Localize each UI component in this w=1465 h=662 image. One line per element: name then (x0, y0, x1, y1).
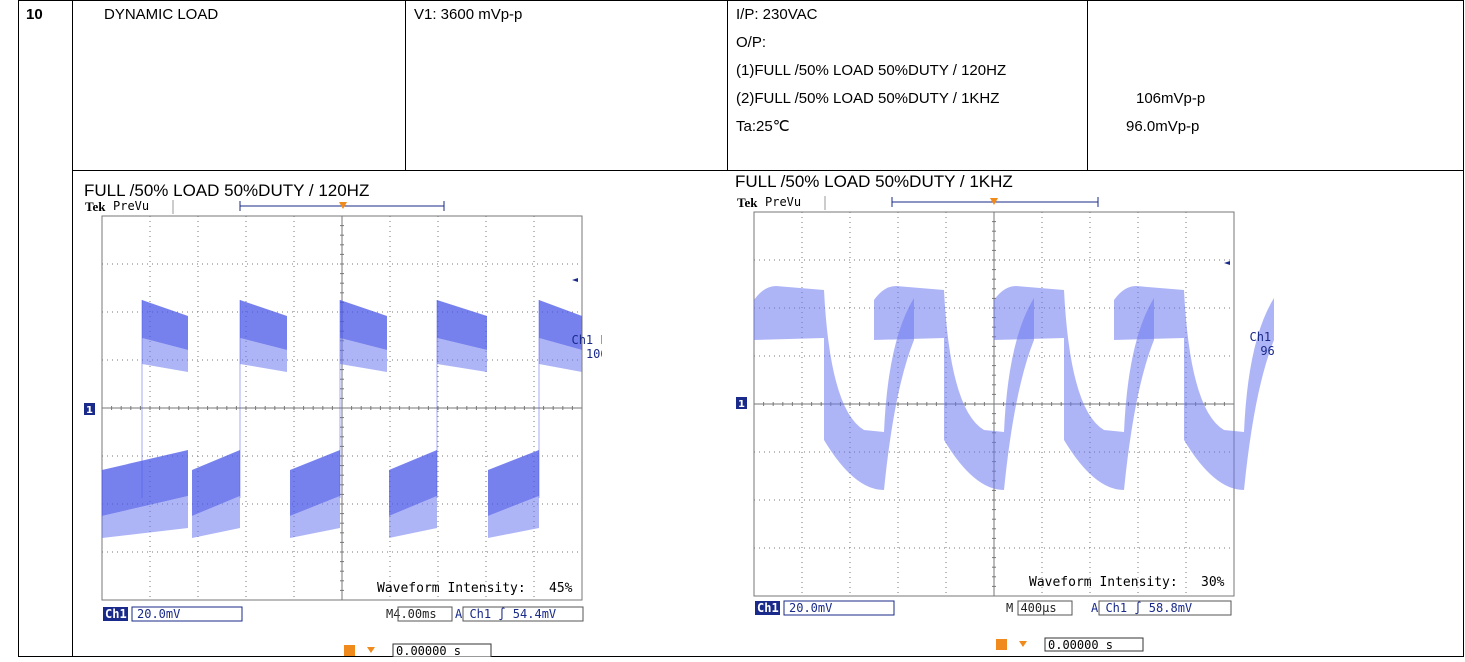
col-divider-4 (1087, 0, 1088, 170)
channel-scale: 20.0mV (137, 607, 180, 621)
conditions: I/P: 230VAC O/P: (1)FULL /50% LOAD 50%DU… (736, 4, 1081, 144)
condition-line: (2)FULL /50% LOAD 50%DUTY / 1KHZ (736, 90, 1000, 107)
intensity-text: Waveform Intensity: (377, 581, 526, 596)
channel-1-marker-icon: 1 (736, 397, 747, 410)
col-divider-2 (405, 0, 406, 170)
waveform-trace (102, 300, 582, 538)
trigger-info: A Ch1 ∫ 54.4mV (455, 607, 556, 621)
ref-arrow-icon (572, 278, 578, 282)
timebase: M4.00ms (386, 607, 437, 621)
mode-label: PreVu (765, 195, 801, 209)
spec: V1: 3600 mVp-p (414, 6, 523, 23)
scope-capture: Tek PreVu T 1 Ch1 Pk−Pk 106mV Waveform I… (82, 198, 637, 658)
row-divider (72, 170, 1464, 171)
intensity-value: 45% (549, 581, 573, 596)
waveform-trace (754, 286, 1274, 490)
channel-1-marker-icon: 1 (84, 403, 95, 416)
svg-text:0.00000 s: 0.00000 s (396, 644, 461, 657)
channel-label: Ch1 (105, 607, 127, 621)
col-divider-1 (72, 0, 73, 657)
svg-text:1: 1 (86, 405, 93, 416)
timebase: M 400μs (1006, 601, 1057, 615)
scope-screen: Tek PreVu T 1 Ch1 Pk−Pk 96.0mV Waveform … (736, 195, 1315, 652)
channel-scale: 20.0mV (789, 601, 832, 615)
meas-label: Ch1 Pk−Pk (1249, 330, 1274, 344)
condition-line: O/P: (736, 34, 767, 51)
meas-label: Ch1 Pk−Pk (571, 333, 602, 347)
condition-line: Ta:25℃ (736, 118, 790, 135)
trigger-info: A Ch1 ∫ 58.8mV (1091, 601, 1192, 615)
svg-text:0.00000 s: 0.00000 s (1048, 638, 1113, 652)
condition-line: (1)FULL /50% LOAD 50%DUTY / 120HZ (736, 62, 1007, 79)
ref-arrow-icon (1224, 261, 1230, 265)
row-number: 10 (26, 6, 43, 23)
mode-label: PreVu (113, 199, 149, 213)
scope-title: FULL /50% LOAD 50%DUTY / 1KHZ (735, 172, 1013, 191)
scope-title: FULL /50% LOAD 50%DUTY / 120HZ (84, 181, 370, 200)
condition-line: I/P: 230VAC (736, 6, 818, 23)
scope-screen: Tek PreVu T 1 Ch1 Pk−Pk 106mV Waveform I… (84, 199, 637, 658)
result-1: 106mVp-p (1136, 90, 1206, 107)
channel-label: Ch1 (757, 601, 779, 615)
brand-label: Tek (85, 199, 106, 214)
brand-label: Tek (737, 195, 758, 210)
col-divider-3 (727, 0, 728, 170)
meas-value: 106mV (586, 347, 602, 361)
intensity-text: Waveform Intensity: (1029, 575, 1178, 590)
position-readout: 0.00000 s (996, 637, 1144, 652)
result-2: 96.0mVp-p (1126, 118, 1200, 135)
meas-value: 96.0mV (1260, 344, 1274, 358)
test-item: DYNAMIC LOAD (104, 6, 219, 23)
intensity-value: 30% (1201, 575, 1225, 590)
scope-capture: Tek PreVu T 1 Ch1 Pk−Pk 96.0mV Waveform … (734, 190, 1315, 657)
svg-text:1: 1 (738, 399, 745, 410)
position-readout: 0.00000 s (344, 643, 492, 658)
